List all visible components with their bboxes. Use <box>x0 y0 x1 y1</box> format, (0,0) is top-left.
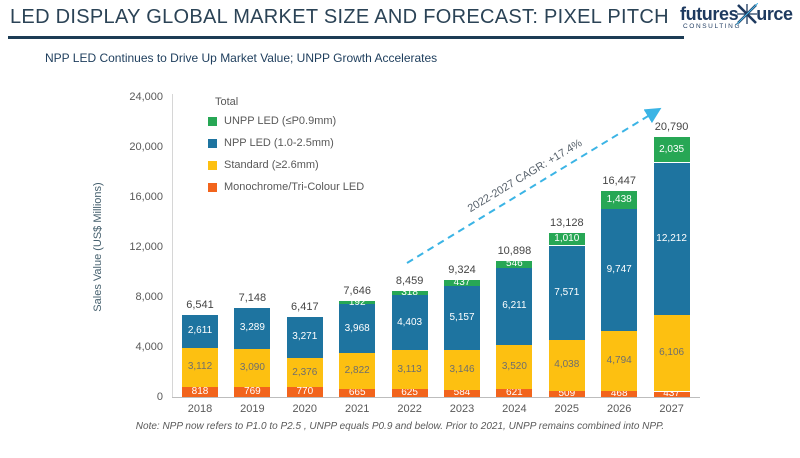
x-axis-year-label: 2021 <box>344 403 370 415</box>
logo-text-suffix: urce <box>756 4 793 24</box>
bar-segment: 509 <box>548 388 585 399</box>
bar-segment: 621 <box>496 388 533 397</box>
legend-item-unpp: UNPP LED (≤P0.9mm) <box>208 115 364 127</box>
legend-swatch-standard-icon <box>208 160 217 170</box>
legend-label-npp: NPP LED (1.0-2.5mm) <box>224 137 334 149</box>
y-axis-tick: 12,000 <box>129 241 163 253</box>
x-axis-year-label: 2025 <box>554 403 580 415</box>
bar-total-label: 20,790 <box>654 121 689 134</box>
bar-segment: 770 <box>286 387 323 397</box>
y-axis-tick: 8,000 <box>135 291 163 303</box>
starburst-icon <box>736 3 759 25</box>
bar-total-label: 10,898 <box>497 244 532 257</box>
bar-segment: 546 <box>496 259 533 269</box>
bar-segment: 3,271 <box>286 316 323 358</box>
bar-segment: 818 <box>182 386 218 397</box>
x-axis-year-label: 2024 <box>502 403 527 415</box>
futuresource-logo: futures urce CONSULTING <box>680 3 793 30</box>
legend-title: Total <box>215 96 239 108</box>
legend-item-npp: NPP LED (1.0-2.5mm) <box>208 137 364 149</box>
bar-segment: 192 <box>339 297 376 308</box>
bar-segment: 12,212 <box>653 162 690 316</box>
bar-segment: 769 <box>234 387 271 397</box>
bar-segment: 3,968 <box>339 303 376 354</box>
bar-segment: 2,035 <box>653 137 690 163</box>
page-title: LED DISPLAY GLOBAL MARKET SIZE AND FOREC… <box>10 6 669 28</box>
legend-swatch-monochrome-icon <box>208 182 217 192</box>
x-axis-year-label: 2027 <box>659 403 684 415</box>
bar-total-label: 16,447 <box>602 175 637 188</box>
bar-segment: 3,113 <box>391 350 428 390</box>
bar-segment: 9,747 <box>601 209 638 332</box>
y-axis-tick: 0 <box>156 391 163 403</box>
x-axis-year-label: 2023 <box>449 403 475 415</box>
y-axis-tick: 4,000 <box>135 341 163 353</box>
bar-segment: 318 <box>391 288 428 298</box>
bar-segment: 1,438 <box>601 191 638 210</box>
bar-total-label: 6,417 <box>291 300 319 313</box>
bar-segment: 3,146 <box>444 350 480 390</box>
x-axis-year-label: 2020 <box>292 403 318 415</box>
logo-tagline: CONSULTING <box>683 23 742 30</box>
bar-segment: 468 <box>601 389 638 398</box>
logo-wordmark: futures urce <box>680 3 793 25</box>
bar-segment: 7,571 <box>548 245 585 341</box>
bar-segment: 3,090 <box>234 348 271 388</box>
legend-item-monochrome: Monochrome/Tri-Colour LED <box>208 181 364 193</box>
bar-segment: 625 <box>391 388 428 397</box>
chart-legend: Total UNPP LED (≤P0.9mm) NPP LED (1.0-2.… <box>208 96 364 203</box>
bar-segment: 5,157 <box>444 285 480 351</box>
bar-total-label: 7,148 <box>238 291 267 304</box>
bar-segment: 2,611 <box>182 315 218 348</box>
y-axis-tick: 20,000 <box>129 141 163 153</box>
bar-segment: 4,038 <box>548 340 585 391</box>
bar-segment: 665 <box>339 387 376 398</box>
bar-total-label: 13,128 <box>549 216 584 229</box>
x-axis-year-label: 2022 <box>397 403 422 415</box>
y-axis-tick: 16,000 <box>129 191 163 203</box>
bar-total-label: 7,646 <box>343 285 371 298</box>
legend-item-standard: Standard (≥2.6mm) <box>208 159 364 171</box>
bar-segment: 3,112 <box>182 347 218 387</box>
bar-total-label: 9,324 <box>448 264 476 277</box>
bar-segment: 584 <box>444 388 480 398</box>
bar-total-label: 6,541 <box>186 299 214 312</box>
x-axis-year-label: 2019 <box>240 403 265 415</box>
bar-segment: 3,289 <box>234 307 271 349</box>
bar-segment: 4,794 <box>601 331 638 392</box>
logo-text-prefix: futures <box>680 4 739 24</box>
bar-segment: 4,403 <box>391 295 428 351</box>
legend-swatch-unpp-icon <box>208 116 217 126</box>
y-axis-line <box>172 94 173 397</box>
cagr-annotation: 2022-2027 CAGR: +17.4% <box>465 137 585 215</box>
bar-segment: 2,822 <box>339 353 376 389</box>
legend-swatch-npp-icon <box>208 138 217 148</box>
bar-segment: 1,010 <box>548 232 585 246</box>
title-underline <box>8 36 684 39</box>
legend-label-unpp: UNPP LED (≤P0.9mm) <box>224 115 337 127</box>
footnote: Note: NPP now refers to P1.0 to P2.5 , U… <box>135 421 665 432</box>
bar-total-label: 8,459 <box>395 275 424 288</box>
y-axis-tick: 24,000 <box>129 91 163 103</box>
legend-label-standard: Standard (≥2.6mm) <box>224 159 319 171</box>
bar-segment: 6,106 <box>653 315 690 392</box>
bar-segment: 437 <box>653 389 690 398</box>
x-axis-year-label: 2018 <box>187 403 213 415</box>
bar-segment: 3,520 <box>496 345 533 390</box>
bar-segment: 6,211 <box>496 267 533 346</box>
x-axis-line <box>172 397 700 398</box>
bar-segment: 2,376 <box>286 357 323 388</box>
bar-segment: 437 <box>444 278 480 287</box>
chart-subtitle: NPP LED Continues to Drive Up Market Val… <box>45 51 438 65</box>
x-axis-year-label: 2026 <box>606 403 632 415</box>
legend-label-monochrome: Monochrome/Tri-Colour LED <box>224 181 365 193</box>
